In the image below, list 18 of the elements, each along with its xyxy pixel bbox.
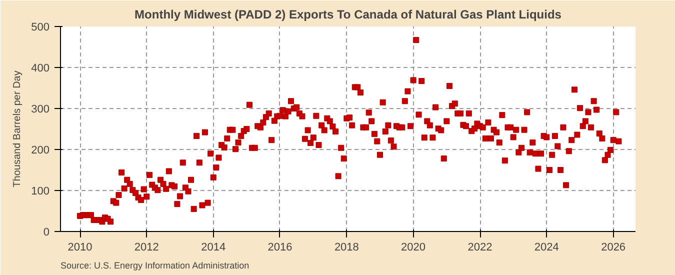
y-tick-label: 400 <box>31 62 50 74</box>
source-note: Source: U.S. Energy Information Administration <box>60 260 250 270</box>
y-tick-label: 200 <box>31 144 50 156</box>
chart-title: Monthly Midwest (PADD 2) Exports To Canada of Natural Gas Plant Liquids <box>134 8 562 22</box>
x-tick-label: 2020 <box>401 242 426 254</box>
x-tick-label: 2012 <box>134 242 159 254</box>
y-tick-label: 500 <box>31 22 50 34</box>
y-tick-label: 100 <box>31 186 50 198</box>
y-axis-title: Thousand Barrels per Day <box>12 70 24 188</box>
y-tick-label: 300 <box>31 104 50 116</box>
x-tick-label: 2014 <box>201 242 226 254</box>
x-tick-label: 2016 <box>268 242 292 254</box>
x-tick-label: 2026 <box>601 242 626 254</box>
x-tick-label: 2010 <box>68 242 92 254</box>
x-tick-label: 2018 <box>334 242 359 254</box>
x-tick-label: 2024 <box>534 242 559 254</box>
y-tick-label: 0 <box>43 226 50 238</box>
x-tick-label: 2022 <box>468 242 492 254</box>
